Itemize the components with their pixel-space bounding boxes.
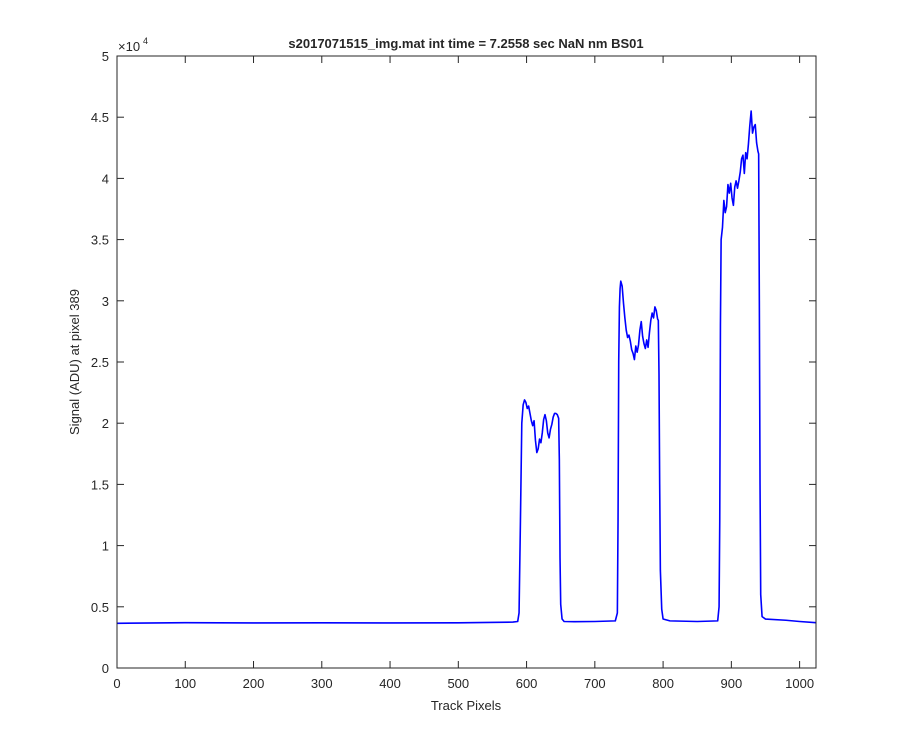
y-tick-label: 3 xyxy=(102,294,109,309)
series-line-1 xyxy=(116,110,817,625)
x-tick-label: 600 xyxy=(516,676,538,691)
y-tick-label: 5 xyxy=(102,49,109,64)
x-axis: 0 100 200 300 400 500 600 700 800 900 1000 xyxy=(113,56,814,691)
x-tick-label: 500 xyxy=(447,676,469,691)
x-axis-label: Track Pixels xyxy=(431,698,502,713)
x-tick-label: 400 xyxy=(379,676,401,691)
x-tick-label: 200 xyxy=(243,676,265,691)
plot-area xyxy=(117,56,816,668)
y-tick-label: 4.5 xyxy=(91,110,109,125)
y-tick-label: 0 xyxy=(102,661,109,676)
y-tick-label: 2 xyxy=(102,416,109,431)
y-exponent-power: 4 xyxy=(143,36,148,46)
x-tick-label: 800 xyxy=(652,676,674,691)
series-layer xyxy=(116,110,817,625)
x-tick-label: 100 xyxy=(174,676,196,691)
y-tick-label: 0.5 xyxy=(91,600,109,615)
chart-title: s2017071515_img.mat int time = 7.2558 se… xyxy=(288,36,643,51)
x-tick-label: 1000 xyxy=(785,676,814,691)
x-tick-label: 0 xyxy=(113,676,120,691)
axes-box xyxy=(117,56,816,668)
x-tick-label: 300 xyxy=(311,676,333,691)
y-axis-multiplier: ×10 4 xyxy=(118,36,148,54)
x-tick-label: 700 xyxy=(584,676,606,691)
y-exponent-base: ×10 xyxy=(118,39,140,54)
y-axis-label: Signal (ADU) at pixel 389 xyxy=(67,289,82,435)
y-tick-label: 3.5 xyxy=(91,233,109,248)
y-tick-label: 1 xyxy=(102,539,109,554)
y-tick-label: 1.5 xyxy=(91,477,109,492)
x-tick-label: 900 xyxy=(721,676,743,691)
y-axis: 0 0.5 1 1.5 2 2.5 3 3.5 4 4.5 5 xyxy=(91,49,816,676)
y-tick-label: 4 xyxy=(102,171,109,186)
y-tick-label: 2.5 xyxy=(91,355,109,370)
